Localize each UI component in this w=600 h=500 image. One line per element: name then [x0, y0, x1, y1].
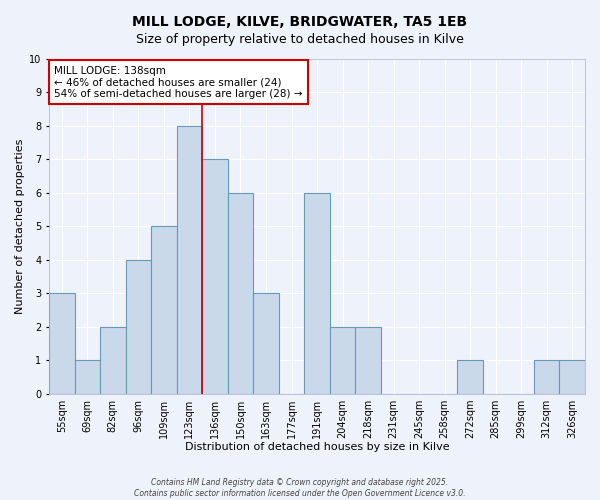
Bar: [49, 294, 74, 394]
Y-axis label: Number of detached properties: Number of detached properties: [15, 139, 25, 314]
Bar: [253, 294, 279, 394]
Text: Contains HM Land Registry data © Crown copyright and database right 2025.
Contai: Contains HM Land Registry data © Crown c…: [134, 478, 466, 498]
Bar: [228, 193, 253, 394]
Text: MILL LODGE: 138sqm
← 46% of detached houses are smaller (24)
54% of semi-detache: MILL LODGE: 138sqm ← 46% of detached hou…: [55, 66, 303, 99]
Bar: [330, 327, 355, 394]
Bar: [176, 126, 202, 394]
Bar: [202, 160, 228, 394]
Bar: [559, 360, 585, 394]
Bar: [304, 193, 330, 394]
Bar: [355, 327, 381, 394]
Bar: [457, 360, 483, 394]
Bar: [100, 327, 125, 394]
Bar: [151, 226, 176, 394]
Bar: [534, 360, 559, 394]
X-axis label: Distribution of detached houses by size in Kilve: Distribution of detached houses by size …: [185, 442, 449, 452]
Text: Size of property relative to detached houses in Kilve: Size of property relative to detached ho…: [136, 32, 464, 46]
Text: MILL LODGE, KILVE, BRIDGWATER, TA5 1EB: MILL LODGE, KILVE, BRIDGWATER, TA5 1EB: [133, 15, 467, 29]
Bar: [125, 260, 151, 394]
Bar: [74, 360, 100, 394]
